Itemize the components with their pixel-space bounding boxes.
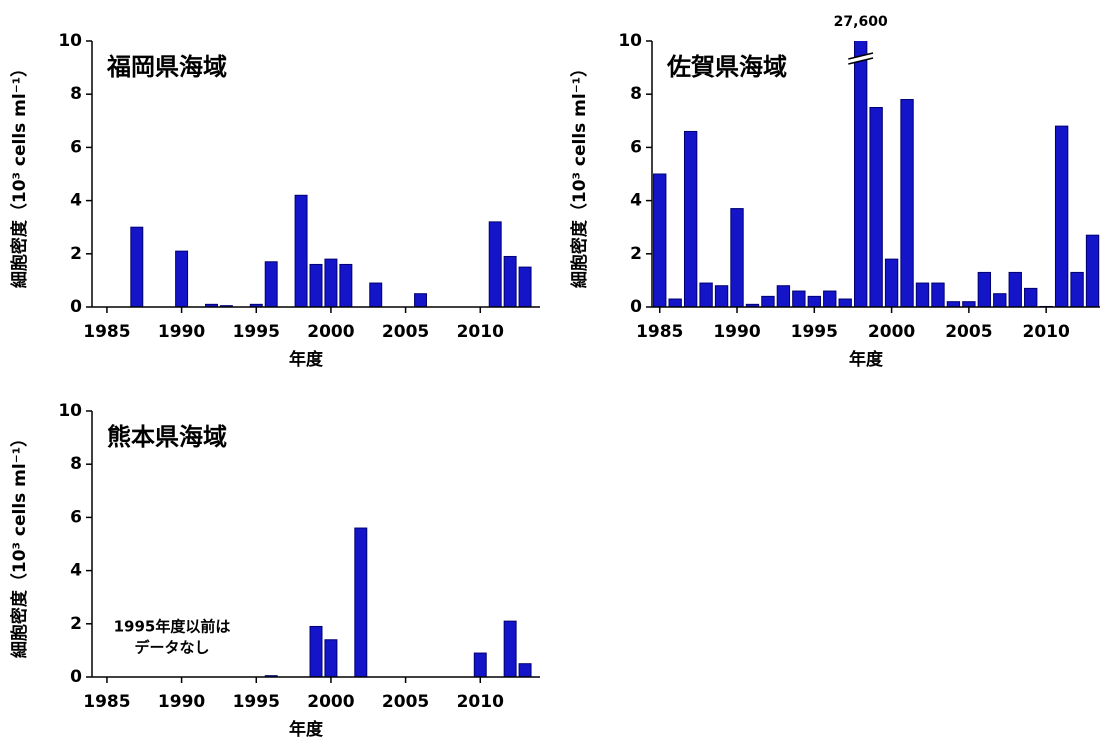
y-tick-label: 0	[70, 667, 82, 687]
bar	[369, 282, 383, 308]
bar	[1085, 234, 1100, 308]
bar	[264, 261, 278, 308]
bar	[354, 527, 368, 678]
bar	[324, 639, 338, 678]
x-tick-label: 2005	[382, 692, 429, 712]
bar	[900, 99, 914, 308]
annotation: 1995年度以前は	[114, 618, 231, 636]
y-tick-label: 10	[58, 31, 82, 51]
x-tick-label: 1990	[158, 322, 205, 342]
y-tick-label: 0	[70, 297, 82, 317]
bar	[309, 263, 323, 308]
annotation: データなし	[134, 639, 209, 657]
y-tick-label: 10	[58, 401, 82, 421]
bar	[488, 221, 502, 308]
bar	[503, 255, 517, 308]
bars	[130, 194, 532, 308]
bar	[339, 263, 353, 308]
bar	[853, 41, 868, 308]
bar	[1024, 287, 1038, 308]
bar	[915, 282, 930, 308]
bar	[130, 226, 144, 308]
bar	[823, 290, 837, 308]
bars	[264, 527, 532, 678]
x-tick-label: 1985	[83, 322, 130, 342]
chart-title: 佐賀県海域	[666, 53, 787, 81]
bar	[869, 107, 883, 308]
x-tick-label: 2000	[307, 322, 354, 342]
bar	[175, 250, 189, 308]
x-tick-label: 2010	[457, 322, 504, 342]
x-tick-label: 1990	[158, 692, 205, 712]
x-tick-label: 2010	[457, 692, 504, 712]
y-tick-label: 4	[70, 561, 82, 581]
bar	[503, 620, 517, 678]
bars	[653, 41, 1100, 308]
y-tick-label: 8	[70, 454, 82, 474]
y-tick-label: 6	[70, 137, 82, 157]
bar	[807, 295, 821, 308]
bar	[792, 290, 806, 308]
bar	[714, 285, 729, 308]
y-tick-label: 10	[618, 31, 642, 51]
bar	[518, 266, 532, 308]
y-tick-label: 8	[70, 84, 82, 104]
bar	[776, 285, 791, 308]
x-axis-label: 年度	[849, 349, 884, 370]
x-tick-label: 1985	[83, 692, 130, 712]
x-tick-label: 2000	[868, 322, 915, 342]
chart-title: 福岡県海域	[106, 53, 227, 81]
bar	[668, 298, 682, 308]
x-tick-label: 2000	[307, 692, 354, 712]
y-axis-label: 細胞密度（10³ cells ml⁻¹）	[9, 430, 30, 658]
y-tick-label: 2	[630, 244, 642, 264]
y-tick-label: 2	[70, 244, 82, 264]
bar	[473, 652, 487, 678]
x-axis-label: 年度	[289, 349, 324, 370]
chart-title: 熊本県海域	[107, 423, 227, 451]
y-tick-label: 6	[70, 507, 82, 527]
axis-break	[848, 53, 874, 64]
bar	[838, 298, 852, 308]
bar	[1070, 271, 1084, 308]
bar	[1054, 125, 1069, 308]
y-tick-label: 6	[630, 137, 642, 157]
bar	[993, 293, 1007, 308]
x-tick-label: 1995	[233, 322, 280, 342]
x-tick-label: 2005	[382, 322, 429, 342]
bar	[1008, 271, 1022, 308]
bar	[946, 301, 961, 308]
y-axis-label: 細胞密度（10³ cells ml⁻¹）	[9, 60, 30, 288]
x-tick-label: 1985	[636, 322, 683, 342]
bar	[730, 208, 744, 308]
y-tick-label: 4	[70, 191, 82, 211]
x-axis-label: 年度	[289, 719, 324, 740]
axis-break-line	[848, 52, 874, 65]
y-axis-label: 細胞密度（10³ cells ml⁻¹）	[569, 60, 590, 288]
x-tick-label: 1995	[233, 692, 280, 712]
bar	[977, 271, 992, 308]
x-tick-label: 2005	[945, 322, 992, 342]
bar	[931, 282, 945, 308]
bar	[884, 258, 899, 308]
x-tick-label: 2010	[1023, 322, 1070, 342]
y-tick-label: 0	[630, 297, 642, 317]
bar	[683, 130, 698, 308]
bar	[962, 301, 976, 308]
bar	[653, 173, 667, 308]
bar	[761, 295, 775, 308]
value-label: 27,600	[834, 14, 888, 30]
bar	[699, 282, 713, 308]
bar	[309, 625, 323, 678]
bar	[324, 258, 338, 308]
bar	[518, 663, 532, 678]
bar	[414, 293, 428, 308]
y-tick-label: 8	[630, 84, 642, 104]
y-tick-label: 2	[70, 614, 82, 634]
bar	[294, 194, 308, 308]
y-tick-label: 4	[630, 191, 642, 211]
x-tick-label: 1990	[713, 322, 760, 342]
x-tick-label: 1995	[791, 322, 838, 342]
